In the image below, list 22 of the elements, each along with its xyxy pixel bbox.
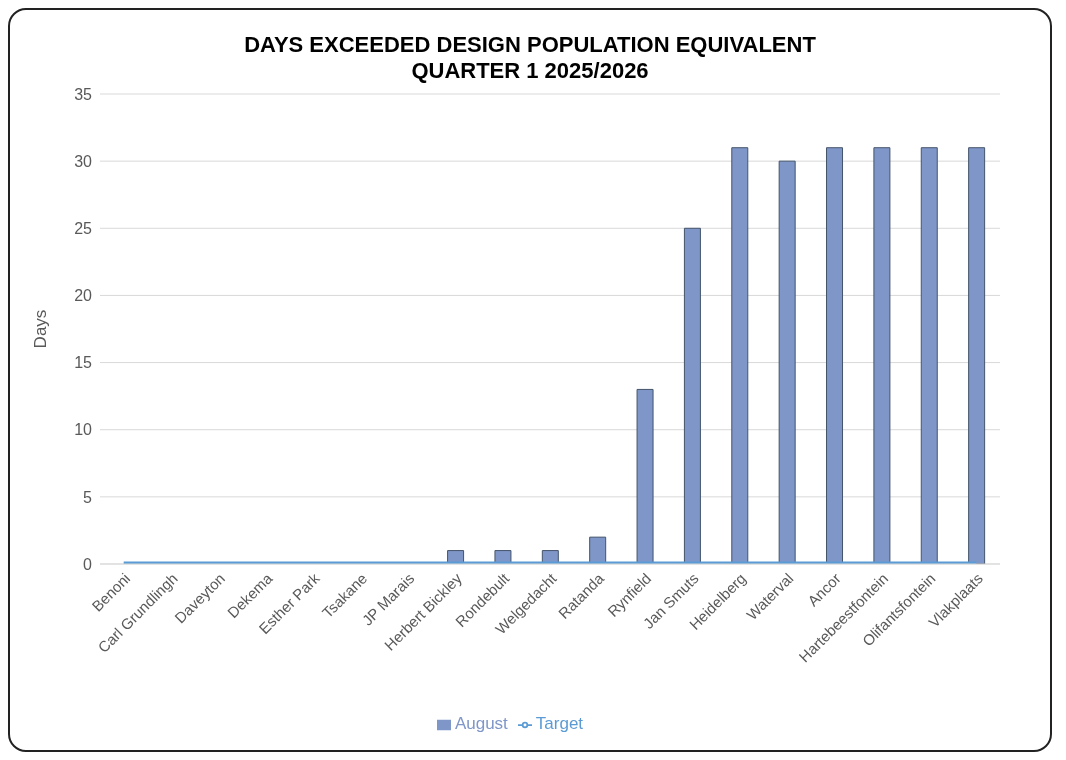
bar xyxy=(968,147,986,564)
y-tick-label: 15 xyxy=(74,354,93,372)
y-tick-label: 5 xyxy=(83,488,93,506)
y-tick-label: 0 xyxy=(83,555,93,573)
bar xyxy=(826,147,844,564)
bar xyxy=(589,536,607,564)
bar xyxy=(920,147,938,564)
y-tick-label: 10 xyxy=(74,421,93,439)
y-tick-label: 25 xyxy=(74,219,93,237)
legend-label: Target xyxy=(535,714,584,733)
bar xyxy=(873,147,891,564)
bar xyxy=(683,227,701,564)
y-tick-label: 20 xyxy=(74,287,93,305)
bar xyxy=(778,160,796,564)
chart-title: DAYS EXCEEDED DESIGN POPULATION EQUIVALENT QUARTER 1 2025/2026 xyxy=(243,32,817,84)
bar xyxy=(731,147,749,564)
y-axis-title: Days xyxy=(31,309,51,349)
y-tick-label: 30 xyxy=(74,152,93,170)
bar xyxy=(636,388,654,564)
y-tick-label: 35 xyxy=(74,85,93,103)
legend-label: August xyxy=(454,714,508,733)
bar xyxy=(494,550,512,564)
